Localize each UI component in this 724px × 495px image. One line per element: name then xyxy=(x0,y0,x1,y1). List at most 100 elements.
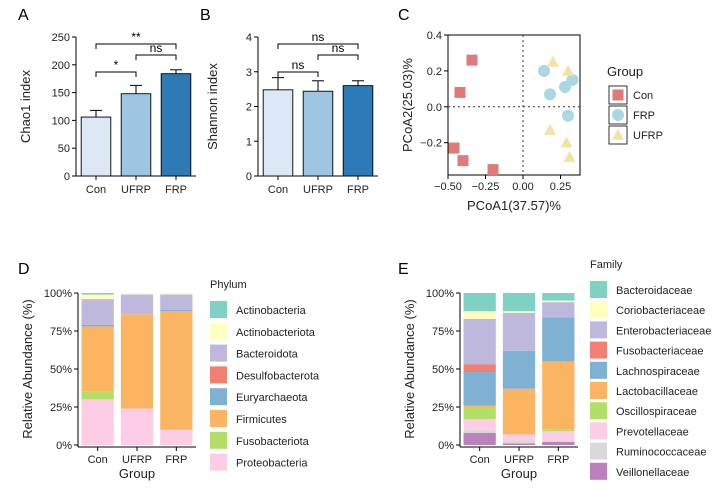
y-tick-label: 3 xyxy=(246,67,252,79)
legend-title: Group xyxy=(607,64,643,79)
point-con xyxy=(457,155,469,167)
legend-marker-con xyxy=(612,89,624,101)
y-tick-label: 50% xyxy=(432,364,454,376)
segment-con-ruminococcaceae xyxy=(463,429,496,433)
legend-label-fusobacteriaceae: Fusobacteriaceae xyxy=(616,346,703,358)
segment-con-lachnospiraceae xyxy=(463,372,496,406)
point-frp xyxy=(566,73,579,86)
bar-ufrp xyxy=(302,90,334,177)
legend-swatch-fusobacteriota xyxy=(210,431,227,449)
segment-ufrp-bacteroidota xyxy=(120,294,154,315)
segment-frp-enterobacteriaceae xyxy=(542,302,575,318)
x-tick-label: 0.00 xyxy=(512,181,533,193)
y-axis-label: Chao1 index xyxy=(18,70,33,143)
segment-frp-oscillospiraceae xyxy=(542,429,575,432)
legend-swatch-oscillospiraceae xyxy=(590,402,607,420)
segment-con-oscillospiraceae xyxy=(463,407,496,420)
x-tick-label-con: Con xyxy=(470,454,490,466)
legend-label-con: Con xyxy=(633,90,653,102)
legend-marker-ufrp xyxy=(612,129,624,140)
x-tick-label-ufrp: UFRP xyxy=(504,454,534,466)
x-tick-label-ufrp: UFRP xyxy=(303,184,333,196)
legend-swatch-fusobacteriaceae xyxy=(590,341,607,359)
segment-ufrp-veillonellaceae xyxy=(502,443,536,445)
bar-con xyxy=(80,116,112,177)
y-axis-label: Relative Abundance (%) xyxy=(402,299,417,438)
legend-label-actinobacteriota: Actinobacteriota xyxy=(236,327,316,339)
y-tick-label: 100 xyxy=(52,115,70,127)
legend-swatch-desulfobacterota xyxy=(210,366,227,384)
significance-bracket xyxy=(135,54,177,60)
segment-ufrp-lachnospiraceae xyxy=(502,350,536,389)
y-tick-label: −0.2 xyxy=(420,138,442,150)
legend-swatch-proteobacteria xyxy=(210,453,227,471)
legend-swatch-enterobacteriaceae xyxy=(590,321,607,339)
significance-label: * xyxy=(114,58,119,72)
y-tick-label: 25% xyxy=(50,402,72,414)
point-frp xyxy=(562,109,574,122)
significance-label: ** xyxy=(131,30,141,44)
x-axis-label: Group xyxy=(119,466,155,481)
bar-frp xyxy=(342,85,374,177)
y-tick-label: 2 xyxy=(246,102,252,114)
x-tick-label-frp: FRP xyxy=(165,454,187,466)
pcoa-scatter-plot: −0.50 −0.25 0.00 0.25 −0.2 0.0 0.2 0.4 PCoA1(37.… xyxy=(400,30,663,213)
segment-frp-ruminococcaceae xyxy=(542,440,575,442)
y-tick-label: 1 xyxy=(246,136,252,148)
segment-frp-proteobacteria xyxy=(160,429,193,445)
point-ufrp xyxy=(562,64,574,76)
legend-swatch-veillonellaceae xyxy=(590,462,607,480)
phylum-stacked-bar-chart: 0% 25% 50% 75% 100% Con UFRP FRP Group Relative A… xyxy=(20,279,320,481)
bar-con xyxy=(262,89,294,177)
legend-title: Phylum xyxy=(210,279,247,291)
panel-letter-d: D xyxy=(18,261,30,278)
y-tick-label: 0.2 xyxy=(427,66,442,78)
point-ufrp xyxy=(547,55,559,67)
segment-frp-lachnospiraceae xyxy=(542,317,575,362)
significance-label: ns xyxy=(332,41,345,55)
segment-con-prevotellaceae xyxy=(463,419,496,430)
y-tick-label: 4 xyxy=(246,32,252,44)
point-con xyxy=(448,142,460,154)
legend-swatch-lachnospiraceae xyxy=(590,361,607,379)
segment-ufrp-firmicutes xyxy=(120,314,154,409)
bar-frp xyxy=(160,73,192,177)
legend-label-bacteroidota: Bacteroidota xyxy=(236,349,299,361)
significance-bracket xyxy=(277,71,319,77)
segment-ufrp-enterobacteriaceae xyxy=(502,312,536,351)
y-tick-label: 0 xyxy=(64,171,70,183)
panel-letter-a: A xyxy=(18,7,29,24)
segment-con-enterobacteriaceae xyxy=(463,318,496,365)
y-tick-label: 200 xyxy=(52,60,70,72)
legend-label-coriobacteriaceae: Coriobacteriaceae xyxy=(616,305,705,317)
segment-frp-prevotellaceae xyxy=(542,431,575,441)
segment-frp-firmicutes xyxy=(160,311,193,430)
legend-label-desulfobacterota: Desulfobacterota xyxy=(236,370,320,382)
segment-con-lactobacillaceae xyxy=(463,405,496,407)
point-con xyxy=(487,164,499,176)
plot-frame xyxy=(447,34,581,176)
y-tick-label: 0.0 xyxy=(427,102,442,114)
segment-ufrp-proteobacteria xyxy=(120,408,154,445)
panel-letter-b: B xyxy=(200,7,211,24)
legend-label-frp: FRP xyxy=(633,110,655,122)
point-con xyxy=(466,54,478,66)
x-tick-label: −0.50 xyxy=(434,181,462,193)
segment-frp-lactobacillaceae xyxy=(542,361,575,430)
significance-bracket xyxy=(95,43,177,49)
legend-label-lachnospiraceae: Lachnospiraceae xyxy=(616,366,700,378)
x-axis-label: PCoA1(37.57)% xyxy=(467,198,561,213)
legend-marker-frp xyxy=(612,109,624,121)
legend-label-bacteroidaceae: Bacteroidaceae xyxy=(616,285,692,297)
legend-swatch-ruminococcaceae xyxy=(590,442,607,460)
segment-ufrp-lactobacillaceae xyxy=(502,388,536,435)
legend-swatch-prevotellaceae xyxy=(590,422,607,440)
y-tick-label: 0 xyxy=(246,171,252,183)
segment-frp-veillonellaceae xyxy=(542,441,575,445)
y-tick-label: 100% xyxy=(426,288,454,300)
significance-bracket xyxy=(277,43,359,49)
chao1-bar-chart: 0 50 100 150 200 250 Con UFRP FRP Chao1 index * ns *… xyxy=(18,30,196,196)
segment-con-euryarchaeota xyxy=(81,324,114,327)
point-frp xyxy=(544,88,556,101)
